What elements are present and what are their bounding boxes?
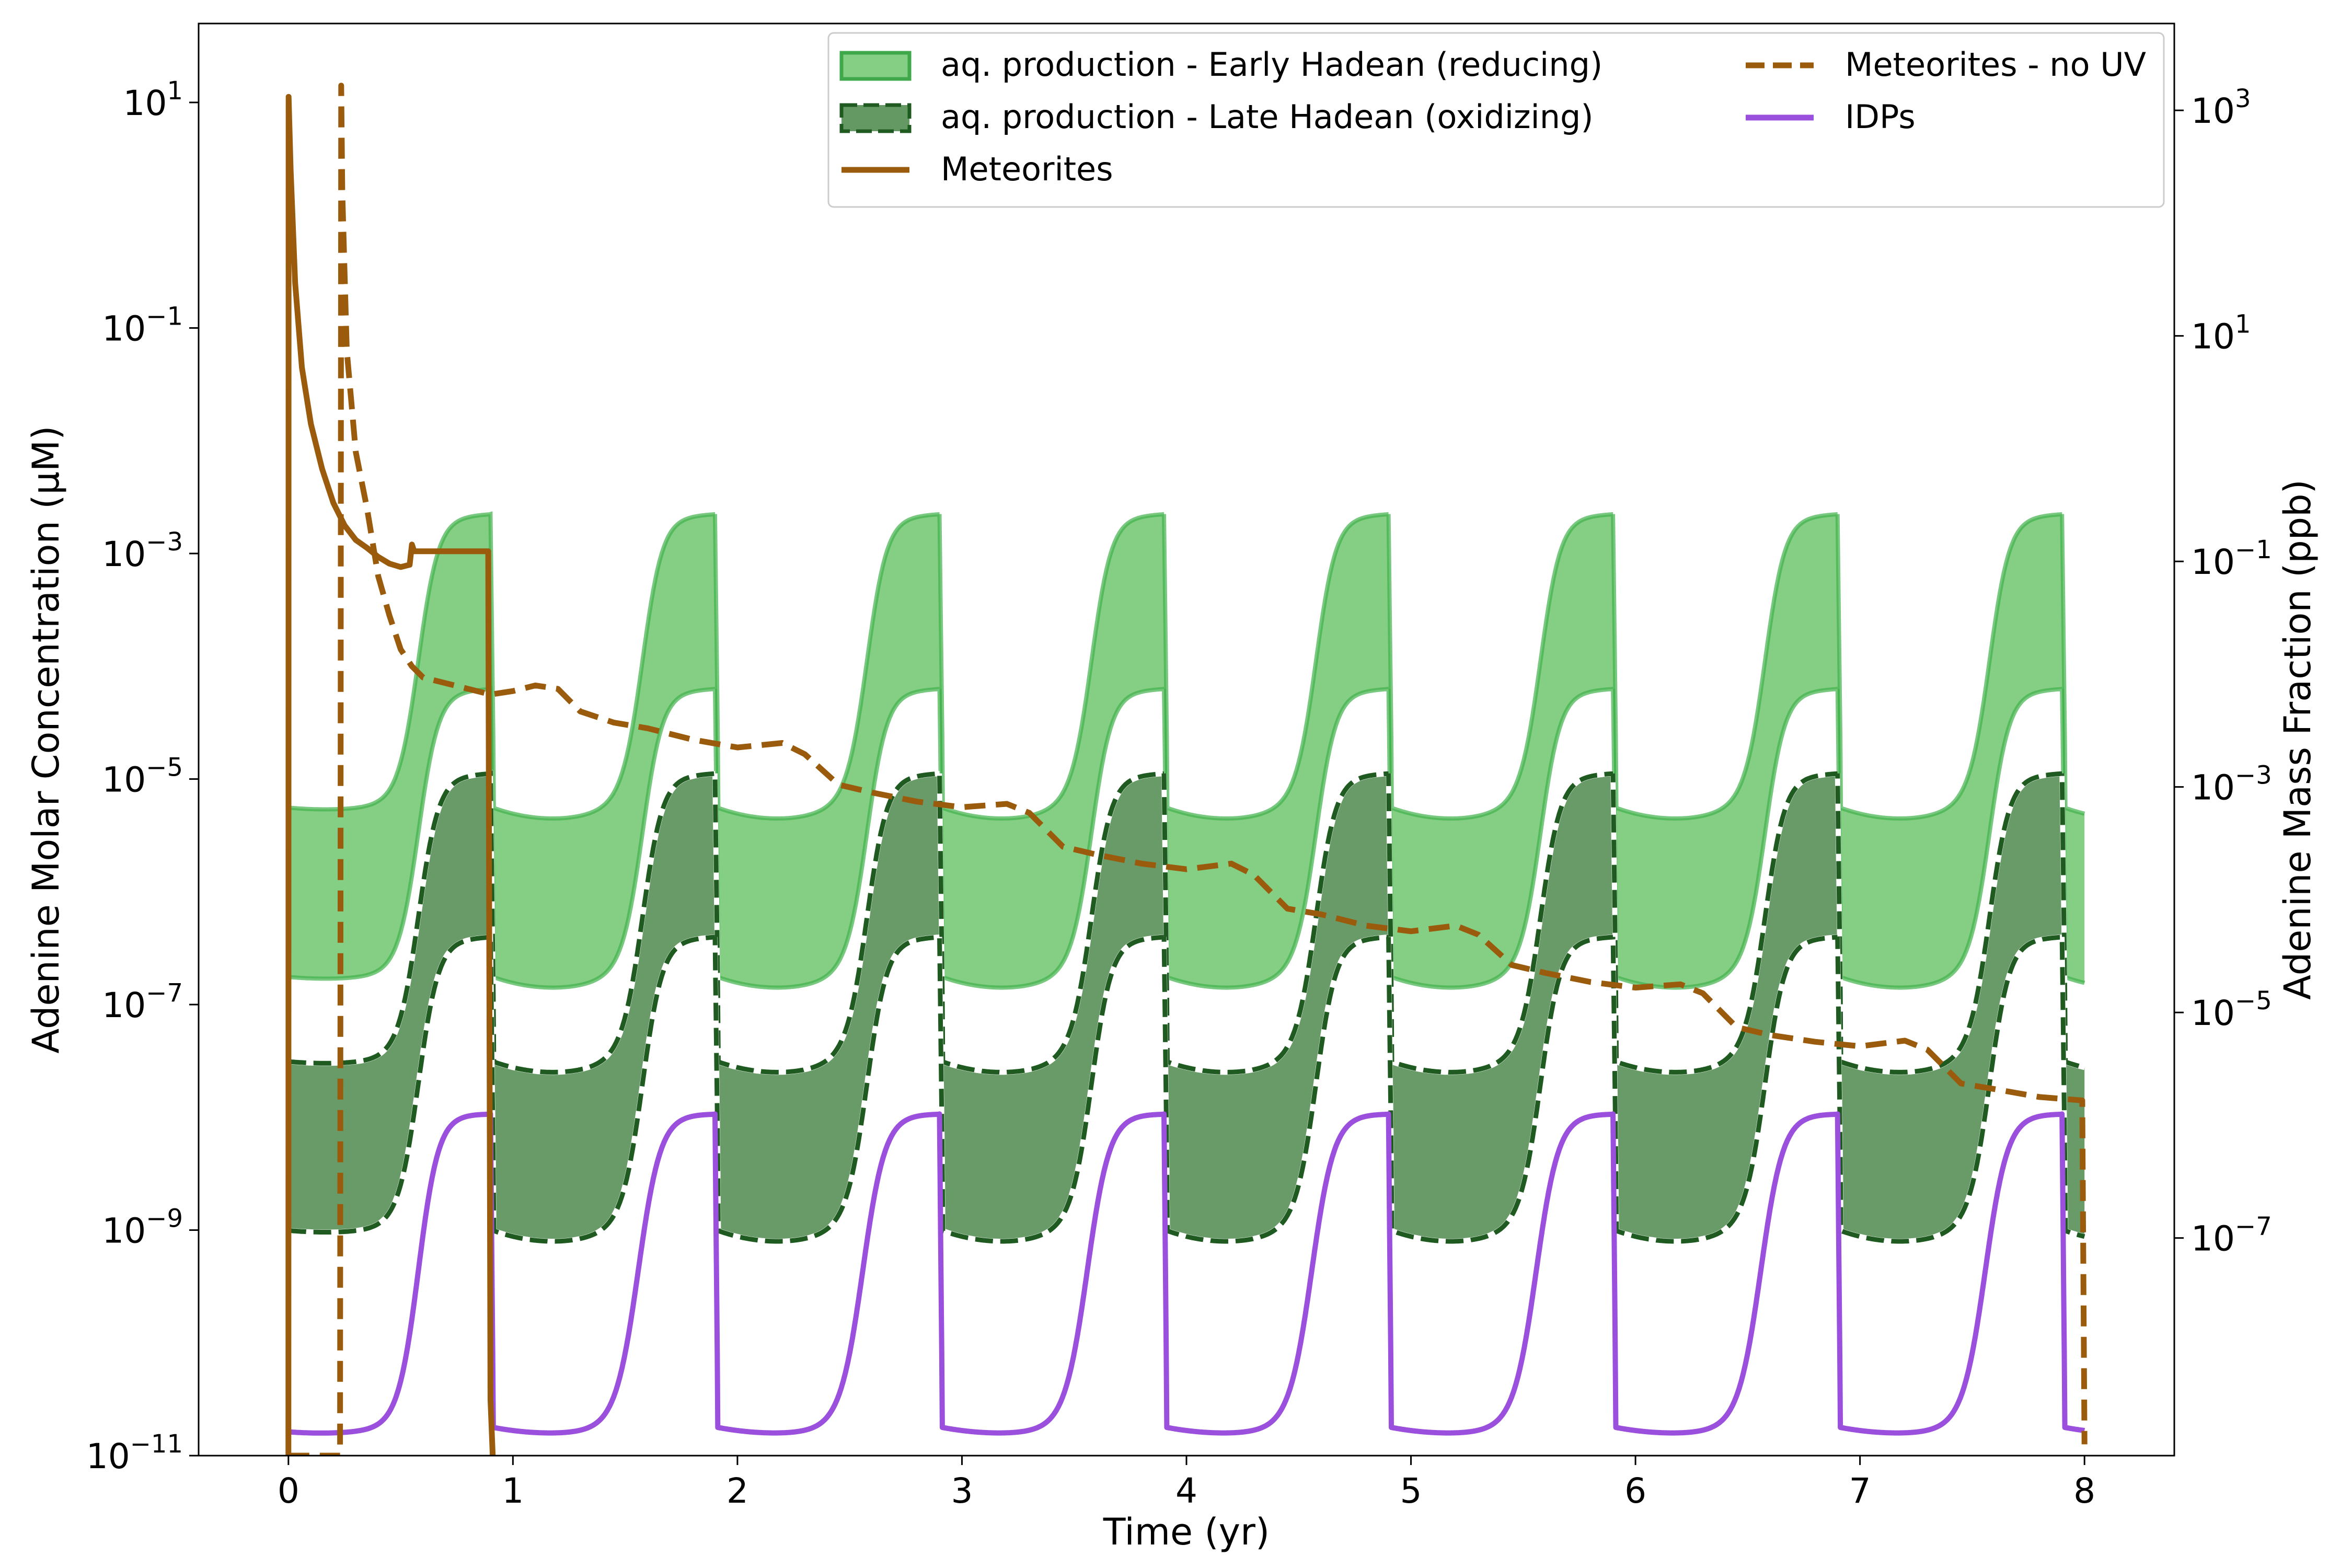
legend-frame	[827, 32, 2165, 208]
y-left-tick-label-6: 10−11	[86, 1429, 183, 1477]
y-right-tick-label-4: 10−5	[2191, 986, 2272, 1033]
plot-area	[285, 83, 2088, 1456]
legend-entry-2: Meteorites	[841, 150, 1113, 188]
y-left-tick-label-2: 10−3	[102, 527, 183, 574]
y-right-tick-label-5: 10−7	[2191, 1212, 2272, 1259]
x-tick-label-6: 6	[1624, 1471, 1646, 1511]
y-axis-right: 103 101 10−1 10−3 10−5 10−7	[2174, 84, 2272, 1259]
legend-entry-0: aq. production - Early Hadean (reducing)	[839, 45, 1602, 84]
y-right-tick-label-1: 101	[2191, 310, 2251, 357]
x-axis-title: Time (yr)	[1103, 1511, 1270, 1553]
x-tick-label-3: 3	[951, 1471, 973, 1511]
x-axis: 0 1 2 3 4 5 6 7 8	[278, 1456, 2095, 1511]
band-early-hadean	[288, 514, 2085, 988]
y-left-tick-label-3: 10−5	[102, 753, 183, 800]
band-early-edge-1	[288, 686, 2085, 990]
band-late-edge-0	[288, 770, 2085, 1075]
legend-label-0: aq. production - Early Hadean (reducing)	[941, 45, 1602, 84]
x-tick-label-1: 1	[502, 1471, 524, 1511]
series-meteorites-no-uv	[288, 83, 2088, 1456]
legend-entry-1: aq. production - Late Hadean (oxidizing)	[839, 98, 1594, 136]
y-left-tick-label-0: 101	[123, 76, 183, 123]
x-tick-label-4: 4	[1175, 1471, 1197, 1511]
y-right-tick-label-0: 103	[2191, 84, 2251, 131]
x-tick-label-5: 5	[1400, 1471, 1422, 1511]
legend-label-2: Meteorites	[941, 150, 1113, 188]
x-tick-label-2: 2	[727, 1471, 748, 1511]
y-axis-title-left: Adenine Molar Concentration (μM)	[25, 425, 67, 1053]
y-left-tick-label-5: 10−9	[102, 1204, 183, 1251]
y-right-tick-label-2: 10−1	[2191, 535, 2272, 582]
legend-entry-3: Meteorites - no UV	[1746, 45, 2146, 84]
legend: aq. production - Early Hadean (reducing)…	[827, 32, 2165, 208]
legend-label-1: aq. production - Late Hadean (oxidizing)	[941, 98, 1594, 136]
band-late-hadean	[288, 773, 2085, 1241]
legend-swatch-0	[839, 51, 912, 81]
legend-label-4: IDPs	[1845, 98, 1916, 136]
legend-swatch-1	[839, 103, 912, 133]
band-early-edge-0	[288, 511, 2085, 821]
band-late-edge-1	[288, 933, 2085, 1244]
x-tick-label-8: 8	[2073, 1471, 2095, 1511]
legend-label-3: Meteorites - no UV	[1845, 45, 2146, 84]
y-axis-title-right: Adenine Mass Fraction (ppb)	[2276, 479, 2319, 1000]
x-tick-label-7: 7	[1849, 1471, 1871, 1511]
legend-entry-4: IDPs	[1746, 98, 1916, 136]
series-meteorites	[285, 94, 496, 1456]
y-axis-left: 101 10−1 10−3 10−5 10−7 10−9 10−11	[86, 76, 199, 1477]
y-left-tick-label-4: 10−7	[102, 978, 183, 1025]
x-tick-label-0: 0	[278, 1471, 299, 1511]
y-left-tick-label-1: 10−1	[102, 302, 183, 349]
y-right-tick-label-3: 10−3	[2191, 761, 2272, 808]
series-idps	[285, 1111, 2087, 1456]
